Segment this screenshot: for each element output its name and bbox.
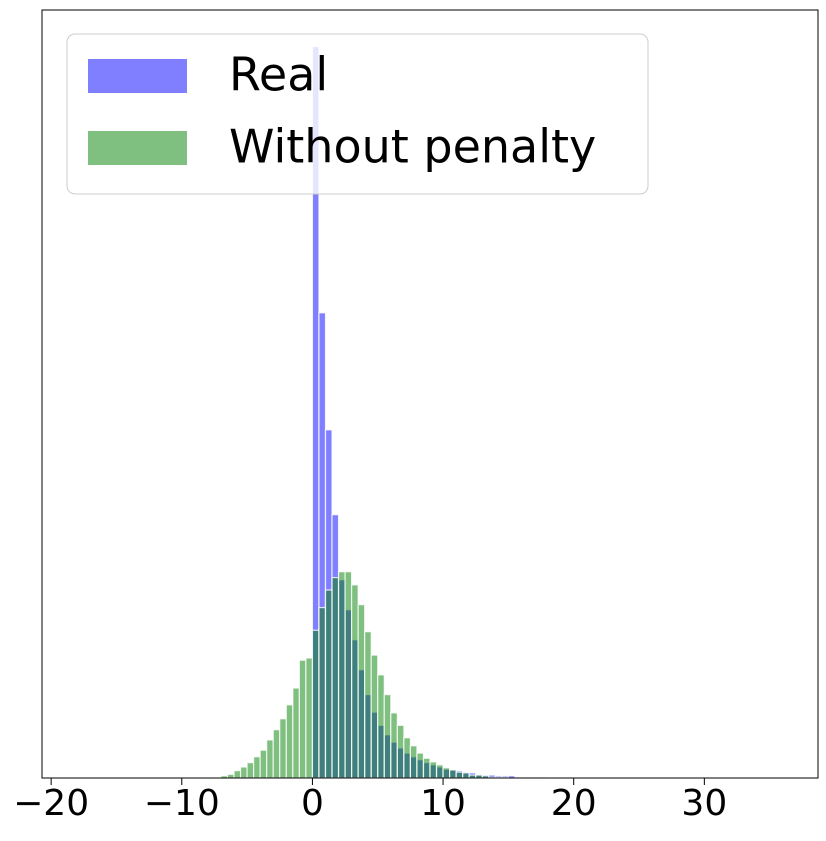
plot-frame — [41, 9, 819, 779]
histogram-bar — [298, 659, 307, 779]
histogram-bar — [279, 718, 287, 779]
histogram-bar — [266, 739, 274, 779]
histogram-bar — [370, 654, 379, 779]
histogram-bar — [246, 762, 255, 779]
histogram-bar — [344, 571, 353, 779]
x-tick-label: 20 — [551, 783, 597, 824]
x-tick-label: 0 — [301, 783, 324, 824]
histogram-bar — [364, 631, 372, 779]
histogram-bar — [377, 674, 385, 779]
histogram-bar — [239, 766, 248, 779]
histogram-bar — [253, 756, 261, 779]
histogram-bar — [351, 584, 359, 779]
histogram-bar — [305, 657, 314, 779]
x-tick-label: −20 — [13, 783, 89, 824]
histogram-bar — [455, 771, 464, 779]
histogram-bar — [422, 757, 431, 779]
histogram-bar — [442, 767, 451, 779]
legend-box — [66, 33, 649, 195]
histogram-bar — [396, 724, 405, 779]
x-tick-label: −10 — [144, 783, 220, 824]
histogram-bar — [226, 773, 235, 779]
histogram-bar — [403, 737, 412, 779]
histogram-bar — [448, 769, 457, 779]
legend-swatch — [88, 131, 187, 165]
legend-label: Real — [229, 48, 328, 102]
histogram-bar — [409, 745, 418, 779]
histogram-bar — [462, 772, 470, 779]
histogram-bar — [324, 589, 333, 779]
histogram-bar — [383, 694, 392, 779]
histogram-bar — [416, 752, 425, 779]
x-tick-label: 30 — [681, 783, 727, 824]
histogram-bar — [311, 629, 320, 779]
legend-swatch — [88, 59, 187, 93]
legend-label: Without penalty — [229, 120, 596, 174]
histogram-bar — [331, 576, 340, 779]
histogram-bar — [318, 606, 327, 779]
x-tick-label: 10 — [420, 783, 466, 824]
histogram-bar — [233, 770, 242, 779]
histogram-bar — [337, 571, 346, 779]
histogram-bar — [259, 749, 268, 779]
histogram-bar — [390, 712, 398, 779]
histogram-bar — [285, 704, 294, 779]
histogram-bar — [435, 764, 444, 779]
histogram-bar — [357, 604, 366, 779]
histogram-bar — [272, 729, 281, 779]
histogram-bar — [292, 687, 300, 779]
histogram-bar — [429, 761, 438, 779]
